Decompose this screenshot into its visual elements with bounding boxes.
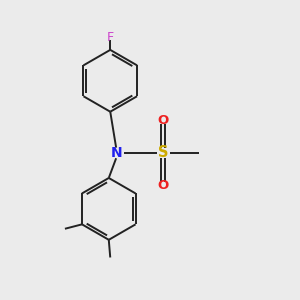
Text: S: S	[158, 146, 169, 160]
Text: F: F	[107, 31, 114, 44]
Text: O: O	[158, 114, 169, 127]
Text: N: N	[110, 146, 122, 160]
Text: O: O	[158, 179, 169, 192]
